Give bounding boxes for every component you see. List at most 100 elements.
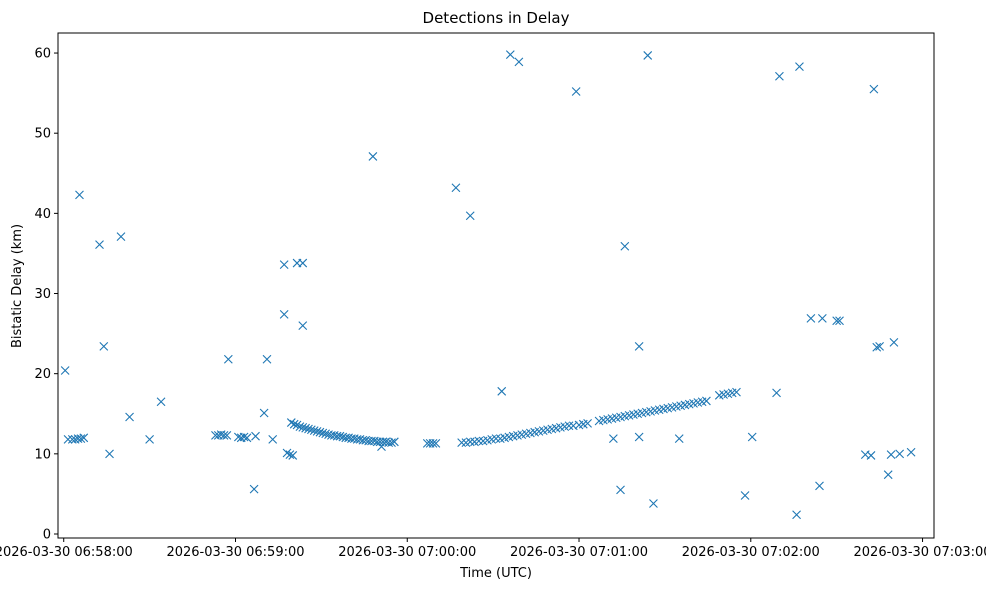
data-point xyxy=(298,422,308,432)
data-point xyxy=(219,431,229,440)
data-point xyxy=(282,448,292,458)
data-point xyxy=(875,342,884,351)
data-point xyxy=(491,434,501,443)
data-point xyxy=(817,313,827,323)
x-axis: 2026-03-30 06:58:00 2026-03-30 06:59:00 20… xyxy=(0,538,986,560)
data-point xyxy=(389,437,399,447)
data-point xyxy=(649,499,658,508)
data-point xyxy=(505,50,515,60)
data-point xyxy=(249,484,259,494)
data-point xyxy=(259,408,269,418)
data-point xyxy=(76,434,86,443)
y-axis: 0 10 20 30 40 50 60 xyxy=(34,47,58,542)
data-point xyxy=(387,438,396,447)
data-point xyxy=(474,436,484,446)
data-point xyxy=(289,419,299,429)
data-point xyxy=(292,420,302,430)
plot-frame xyxy=(57,32,935,539)
data-point xyxy=(795,62,804,72)
data-point xyxy=(616,485,625,495)
y-tick-label: 20 xyxy=(34,367,51,382)
data-point xyxy=(740,491,750,500)
data-point xyxy=(295,422,305,431)
data-point xyxy=(608,434,618,443)
data-point xyxy=(288,451,298,460)
data-point xyxy=(497,386,507,396)
data-point xyxy=(732,387,741,397)
data-point xyxy=(465,211,475,221)
y-tick-label: 30 xyxy=(34,287,51,302)
data-point xyxy=(105,449,114,459)
x-tick-label: 2026-03-30 07:01:00 xyxy=(510,545,648,560)
data-point xyxy=(75,190,84,200)
data-point xyxy=(377,442,386,452)
data-point xyxy=(428,439,438,448)
y-axis-label: Bistatic Delay (km) xyxy=(10,224,25,348)
data-point xyxy=(125,412,134,422)
data-point xyxy=(60,366,70,375)
data-point xyxy=(335,431,345,441)
data-point xyxy=(906,447,916,457)
data-point xyxy=(145,435,154,444)
y-tick-label: 60 xyxy=(34,47,51,62)
data-point xyxy=(571,87,581,96)
x-tick-label: 2026-03-30 06:58:00 xyxy=(0,545,133,560)
data-point xyxy=(286,418,296,427)
data-point xyxy=(304,424,313,434)
y-tick-label: 50 xyxy=(34,127,51,142)
data-point xyxy=(239,432,249,442)
data-point xyxy=(431,439,441,448)
data-point xyxy=(792,510,801,520)
data-point xyxy=(747,432,757,442)
x-tick-label: 2026-03-30 07:02:00 xyxy=(682,545,820,560)
data-points xyxy=(60,50,916,520)
data-point xyxy=(832,316,842,326)
data-point xyxy=(262,354,272,364)
data-point xyxy=(223,354,233,364)
data-point xyxy=(889,338,899,347)
x-axis-label: Time (UTC) xyxy=(459,566,532,581)
data-point xyxy=(451,183,461,193)
data-point xyxy=(298,258,308,268)
data-point xyxy=(318,428,328,438)
data-point xyxy=(309,426,319,435)
data-point xyxy=(301,423,311,433)
data-point xyxy=(222,431,232,440)
data-point xyxy=(279,260,289,270)
data-point xyxy=(156,397,166,407)
chart-title: Detections in Delay xyxy=(423,9,570,27)
data-point xyxy=(806,313,816,323)
data-point xyxy=(815,481,824,491)
data-point xyxy=(306,425,316,435)
data-point xyxy=(457,438,467,447)
data-point xyxy=(99,342,109,351)
data-point xyxy=(674,434,684,443)
data-point xyxy=(564,421,574,431)
data-point xyxy=(465,437,475,447)
data-point xyxy=(514,57,524,67)
data-point xyxy=(869,84,879,94)
x-tick-label: 2026-03-30 07:03:00 xyxy=(854,545,986,560)
data-point xyxy=(79,433,89,443)
data-point xyxy=(866,451,876,460)
data-point xyxy=(634,342,644,351)
data-point xyxy=(872,342,882,352)
data-point xyxy=(702,396,711,406)
data-point xyxy=(251,431,260,441)
data-point xyxy=(883,470,893,480)
y-tick-label: 0 xyxy=(43,527,51,542)
data-point xyxy=(268,435,278,444)
data-point xyxy=(886,450,896,460)
data-point xyxy=(116,232,126,241)
data-point xyxy=(321,429,331,439)
data-point xyxy=(298,321,308,330)
data-point xyxy=(835,316,844,326)
x-tick-label: 2026-03-30 06:59:00 xyxy=(166,545,304,560)
data-point xyxy=(279,309,289,319)
y-tick-label: 10 xyxy=(34,447,51,462)
data-point xyxy=(643,51,653,60)
x-tick-label: 2026-03-30 07:00:00 xyxy=(338,545,476,560)
data-point xyxy=(583,418,592,428)
